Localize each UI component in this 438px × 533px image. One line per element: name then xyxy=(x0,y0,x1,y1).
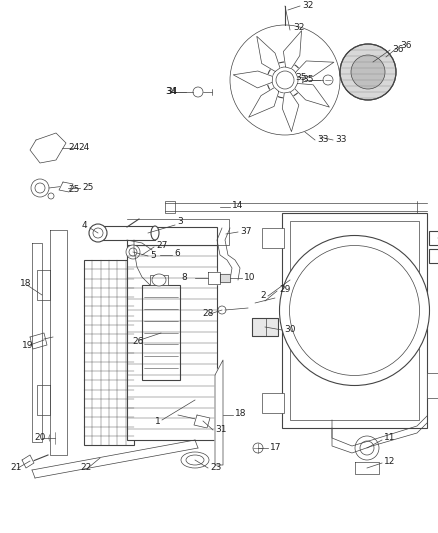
Text: 22: 22 xyxy=(80,464,91,472)
Polygon shape xyxy=(233,71,272,88)
Polygon shape xyxy=(30,133,66,163)
Bar xyxy=(429,249,438,263)
Bar xyxy=(142,285,180,380)
Text: 34: 34 xyxy=(165,87,177,96)
Text: 31: 31 xyxy=(215,425,226,434)
Circle shape xyxy=(253,443,263,453)
Text: 30: 30 xyxy=(284,325,296,334)
Text: 2: 2 xyxy=(260,290,265,300)
Polygon shape xyxy=(355,462,379,474)
Text: 28: 28 xyxy=(202,310,213,319)
Text: 24: 24 xyxy=(78,142,89,151)
Polygon shape xyxy=(296,61,334,78)
Polygon shape xyxy=(30,333,47,349)
Bar xyxy=(252,318,278,336)
Text: 10: 10 xyxy=(244,272,255,281)
Text: 29: 29 xyxy=(279,286,290,295)
Polygon shape xyxy=(220,274,230,282)
Text: 20: 20 xyxy=(34,432,46,441)
Bar xyxy=(429,231,438,245)
Text: 21: 21 xyxy=(10,464,21,472)
Text: 32: 32 xyxy=(302,1,313,10)
Circle shape xyxy=(267,62,303,98)
Text: 27: 27 xyxy=(156,241,167,251)
Text: 18: 18 xyxy=(235,409,247,418)
Polygon shape xyxy=(208,272,220,284)
Polygon shape xyxy=(295,84,329,107)
Bar xyxy=(127,227,217,245)
Bar xyxy=(290,221,419,420)
Text: 18: 18 xyxy=(20,279,32,288)
Polygon shape xyxy=(282,92,299,132)
Polygon shape xyxy=(215,360,223,465)
Polygon shape xyxy=(32,243,42,442)
Polygon shape xyxy=(194,415,210,428)
Text: 34: 34 xyxy=(166,86,177,95)
Polygon shape xyxy=(283,31,301,69)
Bar xyxy=(84,260,134,445)
Text: 23: 23 xyxy=(210,464,221,472)
Bar xyxy=(150,275,168,285)
Text: 6: 6 xyxy=(174,249,180,259)
Ellipse shape xyxy=(152,274,166,286)
Polygon shape xyxy=(37,385,50,415)
Text: 25: 25 xyxy=(68,185,79,195)
Polygon shape xyxy=(59,182,73,192)
Text: 14: 14 xyxy=(232,201,244,211)
Circle shape xyxy=(351,55,385,89)
Polygon shape xyxy=(249,87,279,117)
Text: 35: 35 xyxy=(295,74,307,83)
Text: 1: 1 xyxy=(155,417,161,426)
Text: 26: 26 xyxy=(132,336,143,345)
Text: 5: 5 xyxy=(150,251,156,260)
Text: 12: 12 xyxy=(384,456,396,465)
Bar xyxy=(262,228,284,248)
Text: 25: 25 xyxy=(82,182,93,191)
Circle shape xyxy=(31,179,49,197)
Circle shape xyxy=(355,436,379,460)
Ellipse shape xyxy=(151,226,159,240)
Polygon shape xyxy=(50,230,67,455)
Circle shape xyxy=(279,236,430,385)
Text: 37: 37 xyxy=(240,227,251,236)
Circle shape xyxy=(126,245,140,259)
Ellipse shape xyxy=(96,226,104,240)
Bar xyxy=(427,373,438,398)
Ellipse shape xyxy=(181,452,209,468)
Text: 24: 24 xyxy=(68,143,79,152)
Text: 35: 35 xyxy=(302,75,314,84)
Bar xyxy=(127,245,217,440)
Circle shape xyxy=(89,224,107,242)
Bar xyxy=(262,393,284,413)
Text: 8: 8 xyxy=(181,272,187,281)
Text: 4: 4 xyxy=(82,222,88,230)
Bar xyxy=(165,201,175,213)
Polygon shape xyxy=(22,455,34,468)
Text: 19: 19 xyxy=(22,341,33,350)
Bar xyxy=(100,226,155,240)
Text: 17: 17 xyxy=(270,442,282,451)
Text: 33: 33 xyxy=(335,134,346,143)
Text: 33: 33 xyxy=(317,135,328,144)
Bar xyxy=(282,213,427,428)
Text: 32: 32 xyxy=(293,23,304,33)
Text: 36: 36 xyxy=(400,42,411,51)
Bar xyxy=(252,318,266,336)
Polygon shape xyxy=(257,36,280,71)
Text: 3: 3 xyxy=(177,217,183,227)
Text: 36: 36 xyxy=(392,45,403,54)
Text: 11: 11 xyxy=(384,433,396,442)
Circle shape xyxy=(340,44,396,100)
Circle shape xyxy=(49,432,61,444)
Polygon shape xyxy=(37,270,50,300)
